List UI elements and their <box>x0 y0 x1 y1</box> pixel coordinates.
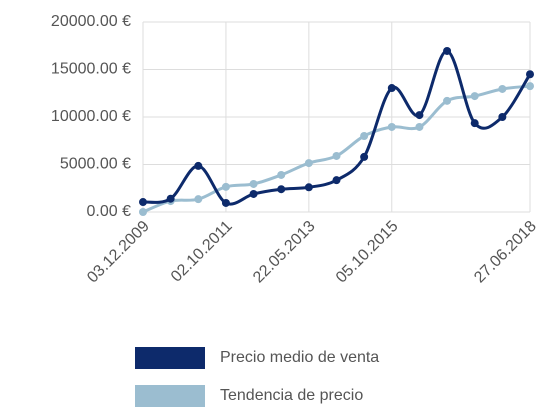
point <box>443 46 452 55</box>
point <box>139 208 147 216</box>
x-tick-label: 27.06.2018 <box>471 218 540 287</box>
point <box>387 84 396 93</box>
y-tick-label: 15000.00 € <box>51 61 131 78</box>
point <box>166 194 175 203</box>
point <box>415 111 424 120</box>
y-tick-label: 20000.00 € <box>51 13 131 30</box>
y-tick-label: 10000.00 € <box>51 108 131 125</box>
point <box>332 151 341 160</box>
point <box>360 132 369 140</box>
legend-swatch <box>135 347 205 369</box>
x-tick-label: 03.12.2009 <box>84 218 153 287</box>
point <box>470 92 479 101</box>
point <box>304 183 313 192</box>
point <box>277 185 286 194</box>
point <box>277 170 286 179</box>
point <box>360 152 369 161</box>
legend-swatch <box>135 385 205 407</box>
point <box>194 161 203 170</box>
point <box>526 70 534 79</box>
point <box>304 159 313 168</box>
x-tick-label: 02.10.2011 <box>168 218 236 286</box>
point <box>249 179 258 188</box>
series-line <box>142 84 531 214</box>
point <box>415 122 424 131</box>
legend-label: Tendencia de precio <box>220 387 363 404</box>
point <box>221 198 230 207</box>
point <box>498 84 507 93</box>
legend-label: Precio medio de venta <box>220 349 379 366</box>
point <box>139 198 147 207</box>
y-tick-label: 0.00 € <box>87 203 132 220</box>
point <box>221 182 230 191</box>
x-tick-label: 22.05.2013 <box>250 218 319 287</box>
point <box>387 122 396 131</box>
point <box>526 82 534 91</box>
point <box>194 195 203 204</box>
point <box>498 113 507 121</box>
point <box>470 119 479 128</box>
point <box>332 176 341 185</box>
x-tick-label: 05.10.2015 <box>333 218 402 287</box>
point <box>443 96 452 105</box>
point <box>249 189 258 198</box>
y-tick-label: 5000.00 € <box>60 156 131 173</box>
